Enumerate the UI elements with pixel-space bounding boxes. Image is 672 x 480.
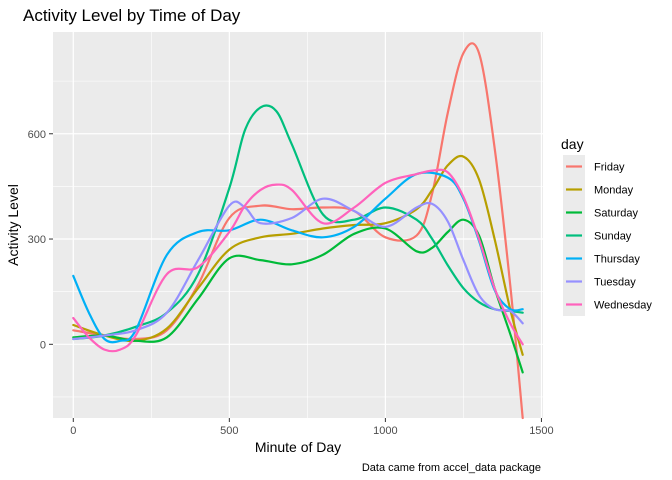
- series-line-saturday: [72, 218, 524, 374]
- plot-panel: [53, 32, 543, 418]
- legend-label-thursday: Thursday: [594, 254, 640, 266]
- series-lines: [72, 42, 524, 420]
- legend-label-sunday: Sunday: [594, 231, 632, 243]
- y-tick-label: 600: [28, 129, 46, 141]
- legend-title: day: [561, 136, 584, 152]
- x-tick-label: 0: [70, 425, 76, 437]
- y-tick-label: 300: [28, 234, 46, 246]
- y-axis-title: Activity Level: [5, 184, 21, 266]
- y-axis: 0 300 600: [28, 129, 53, 351]
- caption: Data came from accel_data package: [362, 462, 541, 474]
- grid-minor: [53, 32, 543, 418]
- series-line-sunday: [72, 104, 524, 341]
- x-tick-label: 1500: [529, 425, 553, 437]
- x-tick-label: 500: [220, 425, 238, 437]
- legend: day Friday Monday Saturday Sunday Thursday Tu…: [561, 136, 652, 316]
- chart-title: Activity Level by Time of Day: [23, 6, 241, 25]
- x-axis: 0 500 1000 1500: [70, 418, 554, 437]
- legend-label-saturday: Saturday: [594, 208, 639, 220]
- series-line-friday: [72, 42, 524, 420]
- x-axis-title: Minute of Day: [255, 439, 341, 455]
- legend-label-monday: Monday: [594, 185, 634, 197]
- series-line-tuesday: [72, 197, 524, 341]
- series-line-wednesday: [72, 168, 524, 353]
- legend-label-tuesday: Tuesday: [594, 277, 636, 289]
- y-tick-label: 0: [40, 339, 46, 351]
- legend-label-friday: Friday: [594, 162, 625, 174]
- x-tick-label: 1000: [373, 425, 397, 437]
- grid-major: [53, 32, 543, 418]
- series-line-monday: [72, 154, 524, 356]
- legend-label-wednesday: Wednesday: [594, 300, 652, 312]
